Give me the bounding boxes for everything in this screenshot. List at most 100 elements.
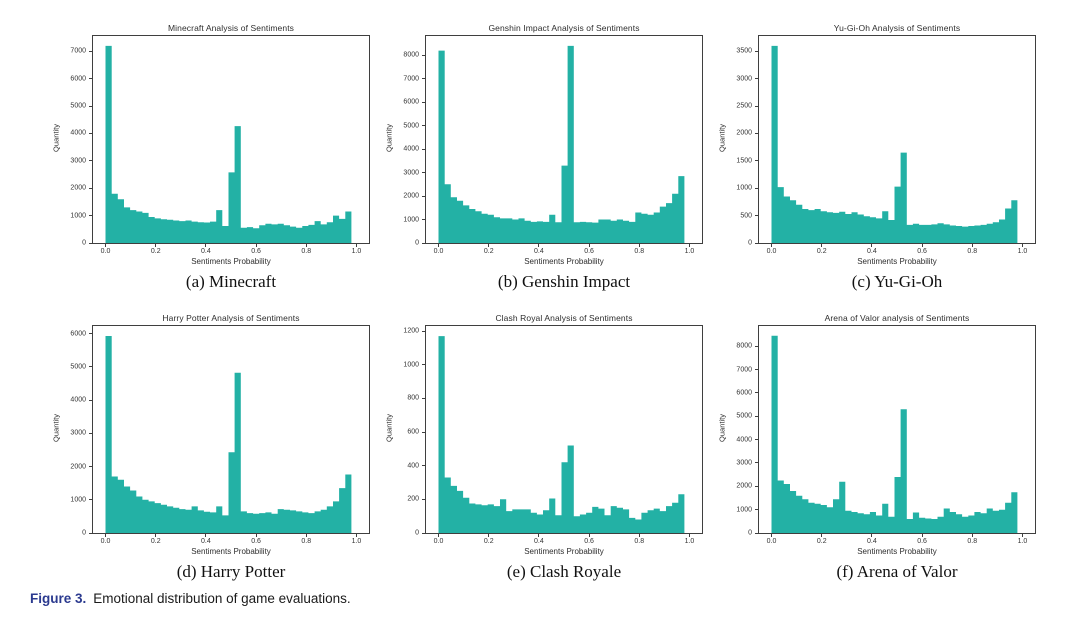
- x-tick-label: 0.0: [433, 538, 444, 545]
- x-tick-label: 0.8: [634, 538, 645, 545]
- y-tick-mark: [89, 466, 93, 468]
- x-tick-mark: [305, 243, 307, 247]
- y-tick-mark: [422, 330, 426, 332]
- x-tick-mark: [1021, 243, 1023, 247]
- y-tick-label: 8000: [736, 342, 752, 350]
- x-axis-label: Sentiments Probability: [524, 257, 604, 266]
- y-tick-mark: [422, 101, 426, 103]
- y-tick-mark: [89, 532, 93, 534]
- x-axis-label: Sentiments Probability: [191, 547, 271, 556]
- y-tick-mark: [755, 415, 759, 417]
- y-tick-mark: [89, 432, 93, 434]
- x-tick-label: 0.2: [150, 538, 161, 545]
- x-tick-label: 1.0: [351, 538, 362, 545]
- x-tick-mark: [155, 533, 157, 537]
- y-tick-label: 2000: [70, 184, 86, 192]
- y-tick-mark: [755, 187, 759, 189]
- y-tick-label: 600: [407, 428, 419, 436]
- y-tick-label: 6000: [736, 389, 752, 397]
- y-tick-label: 1000: [736, 184, 752, 192]
- x-tick-label: 1.0: [684, 248, 695, 255]
- subplot-caption: (b) Genshin Impact: [497, 272, 631, 291]
- y-tick-mark: [422, 364, 426, 366]
- y-tick-label: 2000: [403, 192, 419, 200]
- x-tick-mark: [771, 243, 773, 247]
- subplot-caption: (a) Minecraft: [185, 272, 277, 291]
- subplot-genshin-impact: Genshin Impact Analysis of Sentiments Qu…: [363, 20, 729, 308]
- subplot-caption: (d) Harry Potter: [176, 562, 286, 581]
- y-tick-label: 5000: [736, 412, 752, 420]
- x-axis-label: Sentiments Probability: [191, 257, 271, 266]
- x-tick-mark: [821, 243, 823, 247]
- x-tick-label: 0.8: [301, 538, 312, 545]
- y-tick-label: 0: [748, 239, 752, 247]
- subplot-minecraft: Minecraft Analysis of Sentiments Quantit…: [30, 20, 396, 308]
- x-tick-mark: [538, 243, 540, 247]
- y-axis-label: Quantity: [384, 414, 394, 442]
- y-tick-mark: [755, 392, 759, 394]
- y-tick-label: 5000: [403, 122, 419, 130]
- x-tick-mark: [688, 533, 690, 537]
- y-tick-mark: [755, 50, 759, 52]
- y-tick-mark: [89, 50, 93, 52]
- y-tick-label: 1000: [403, 216, 419, 224]
- y-tick-label: 0: [415, 239, 419, 247]
- y-tick-label: 6000: [70, 330, 86, 338]
- x-tick-label: 0.4: [201, 248, 211, 255]
- x-tick-mark: [105, 533, 107, 537]
- y-tick-mark: [755, 439, 759, 441]
- x-tick-mark: [355, 243, 357, 247]
- y-tick-label: 400: [407, 462, 419, 470]
- y-tick-mark: [755, 485, 759, 487]
- plot-area: 0 1000 2000 3000 4000 5000 6000 7000 8000 0.0 0.2 0…: [403, 35, 703, 255]
- y-tick-label: 7000: [403, 75, 419, 83]
- x-tick-label: 0.0: [433, 248, 444, 255]
- x-tick-label: 0.6: [251, 538, 261, 545]
- x-tick-label: 0.4: [534, 248, 544, 255]
- y-tick-mark: [89, 499, 93, 501]
- y-tick-label: 8000: [403, 51, 419, 59]
- plot-title: Minecraft Analysis of Sentiments: [167, 23, 295, 33]
- x-tick-mark: [971, 243, 973, 247]
- plot-area: 0 200 400 600 800 1000 1200 0.0 0.2 0.4 0.6 0.8 1.0: [403, 325, 703, 545]
- x-tick-mark: [488, 243, 490, 247]
- y-tick-mark: [422, 431, 426, 433]
- plot-title: Harry Potter Analysis of Sentiments: [162, 313, 300, 323]
- y-tick-mark: [89, 160, 93, 162]
- y-tick-label: 7000: [70, 47, 86, 55]
- y-tick-label: 1000: [70, 496, 86, 504]
- x-axis-label: Sentiments Probability: [524, 547, 604, 556]
- histogram-bars: [771, 335, 1018, 533]
- x-tick-mark: [688, 243, 690, 247]
- y-tick-label: 200: [407, 495, 419, 503]
- x-tick-mark: [155, 243, 157, 247]
- x-tick-mark: [538, 533, 540, 537]
- x-tick-label: 0.4: [867, 248, 877, 255]
- histogram-bars: [105, 336, 352, 533]
- y-tick-mark: [89, 399, 93, 401]
- plot-area: 0 500 1000 1500 2000 2500 3000 3500 0.0 0.2 0.4 0.6…: [736, 35, 1036, 255]
- y-tick-label: 0: [748, 529, 752, 537]
- y-tick-mark: [755, 242, 759, 244]
- y-tick-mark: [755, 215, 759, 217]
- x-tick-mark: [1021, 533, 1023, 537]
- y-tick-mark: [755, 345, 759, 347]
- y-tick-mark: [89, 105, 93, 107]
- y-axis-label: Quantity: [717, 124, 727, 152]
- x-tick-label: 0.2: [816, 538, 827, 545]
- x-tick-mark: [255, 533, 257, 537]
- x-tick-label: 0.6: [584, 248, 594, 255]
- x-tick-mark: [205, 243, 207, 247]
- y-tick-label: 1000: [736, 506, 752, 514]
- y-tick-label: 800: [407, 394, 419, 402]
- subplot-clash-royale: Clash Royal Analysis of Sentiments Quant…: [363, 310, 729, 598]
- plot-area: 0 1000 2000 3000 4000 5000 6000 7000 8000 0.0 0.2 0…: [736, 325, 1036, 545]
- y-tick-mark: [422, 532, 426, 534]
- subplot-caption: (c) Yu-Gi-Oh: [851, 272, 943, 291]
- y-tick-label: 3000: [736, 75, 752, 83]
- y-tick-label: 3000: [70, 429, 86, 437]
- y-tick-label: 5000: [70, 363, 86, 371]
- y-tick-label: 3000: [736, 459, 752, 467]
- y-tick-label: 4000: [70, 129, 86, 137]
